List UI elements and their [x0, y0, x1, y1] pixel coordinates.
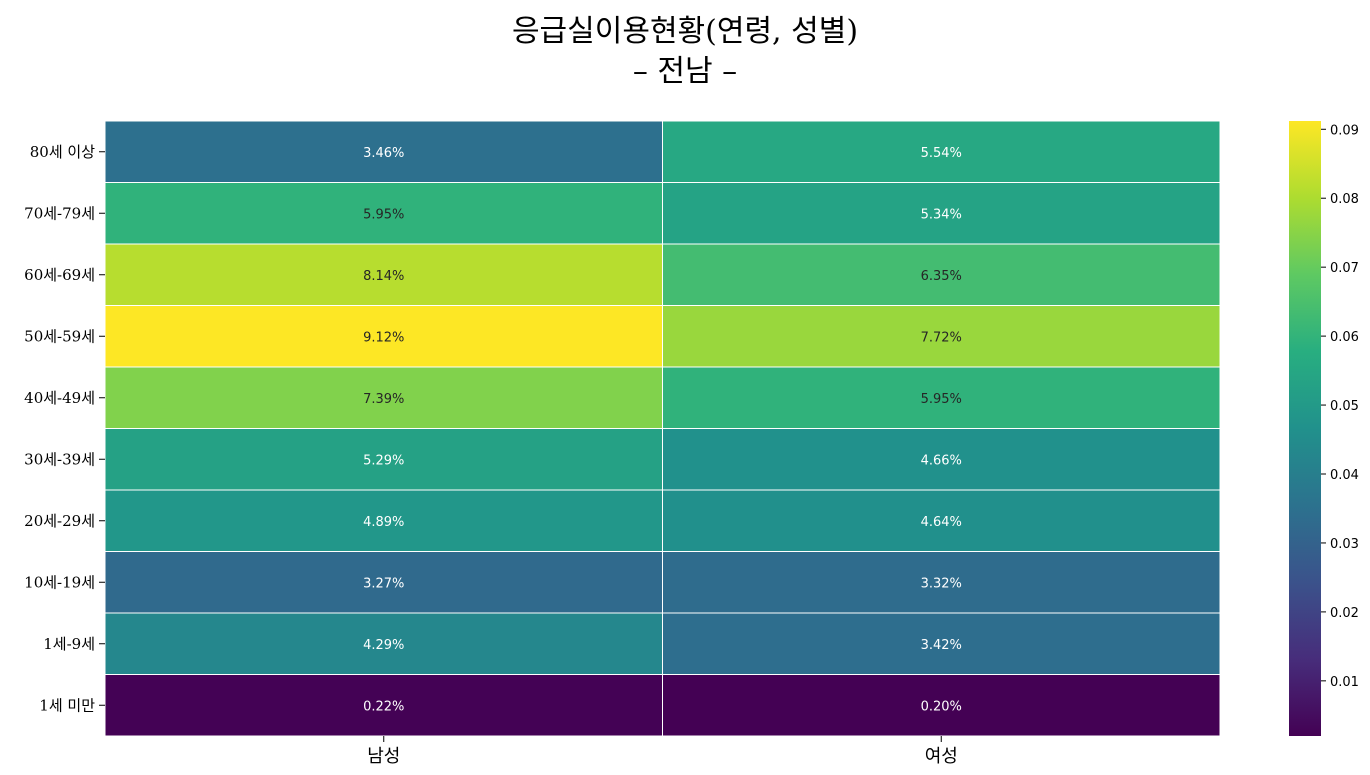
heatmap-cells: 3.46% 5.54% 5.95% 5.34% 8.14% 6.35% 9.12% 7.72%…: [105, 121, 1220, 736]
colorbar-tick-label: 0.05: [1330, 399, 1359, 414]
colorbar-tick-label: 0.09: [1330, 123, 1359, 138]
y-tick-label: 80세 이상: [30, 143, 95, 161]
cell-value-label: 3.46%: [363, 146, 404, 161]
cell-value-label: 3.42%: [921, 638, 962, 653]
colorbar-tick-label: 0.08: [1330, 192, 1359, 207]
y-tick-label: 40세-49세: [24, 389, 95, 407]
cell-value-label: 5.95%: [363, 207, 404, 222]
x-tick-label: 남성: [367, 746, 400, 767]
cell-value-label: 9.12%: [363, 330, 404, 345]
y-tick-label: 60세-69세: [24, 266, 95, 284]
cell-value-label: 7.39%: [363, 392, 404, 407]
cell-value-label: 8.14%: [363, 269, 404, 284]
cell-value-label: 3.32%: [921, 576, 962, 591]
cell-value-label: 7.72%: [921, 330, 962, 345]
cell-value-label: 4.64%: [921, 515, 962, 530]
colorbar-tick-label: 0.07: [1330, 261, 1359, 276]
y-axis: 80세 이상 70세-79세 60세-69세 50세-59세 40세-49세 30세-39…: [24, 143, 105, 715]
cell-value-label: 0.20%: [921, 699, 962, 714]
y-tick-label: 10세-19세: [24, 573, 95, 591]
y-tick-label: 50세-59세: [24, 327, 95, 345]
cell-value-label: 5.95%: [921, 392, 962, 407]
colorbar-tick-label: 0.03: [1330, 537, 1359, 552]
colorbar-tick-label: 0.04: [1330, 468, 1359, 483]
cell-value-label: 0.22%: [363, 699, 404, 714]
colorbar-tick-label: 0.06: [1330, 330, 1359, 345]
cell-value-label: 3.27%: [363, 576, 404, 591]
colorbar-tick-label: 0.02: [1330, 606, 1359, 621]
y-tick-label: 1세 미만: [39, 696, 95, 714]
x-tick-label: 여성: [925, 746, 958, 767]
colorbar: 0.01 0.02 0.03 0.04 0.05 0.06 0.07 0.08 0.09: [1289, 121, 1359, 736]
cell-value-label: 5.34%: [921, 207, 962, 222]
y-tick-label: 70세-79세: [24, 204, 95, 222]
cell-value-label: 4.89%: [363, 515, 404, 530]
cell-value-label: 5.29%: [363, 453, 404, 468]
cell-value-label: 4.66%: [921, 453, 962, 468]
y-tick-label: 20세-29세: [24, 512, 95, 530]
x-axis: 남성 여성: [367, 736, 958, 767]
colorbar-gradient: [1289, 121, 1321, 736]
y-tick-label: 1세-9세: [43, 635, 95, 653]
cell-value-label: 4.29%: [363, 638, 404, 653]
y-tick-label: 30세-39세: [24, 450, 95, 468]
colorbar-tick-label: 0.01: [1330, 675, 1359, 690]
cell-value-label: 6.35%: [921, 269, 962, 284]
cell-value-label: 5.54%: [921, 146, 962, 161]
